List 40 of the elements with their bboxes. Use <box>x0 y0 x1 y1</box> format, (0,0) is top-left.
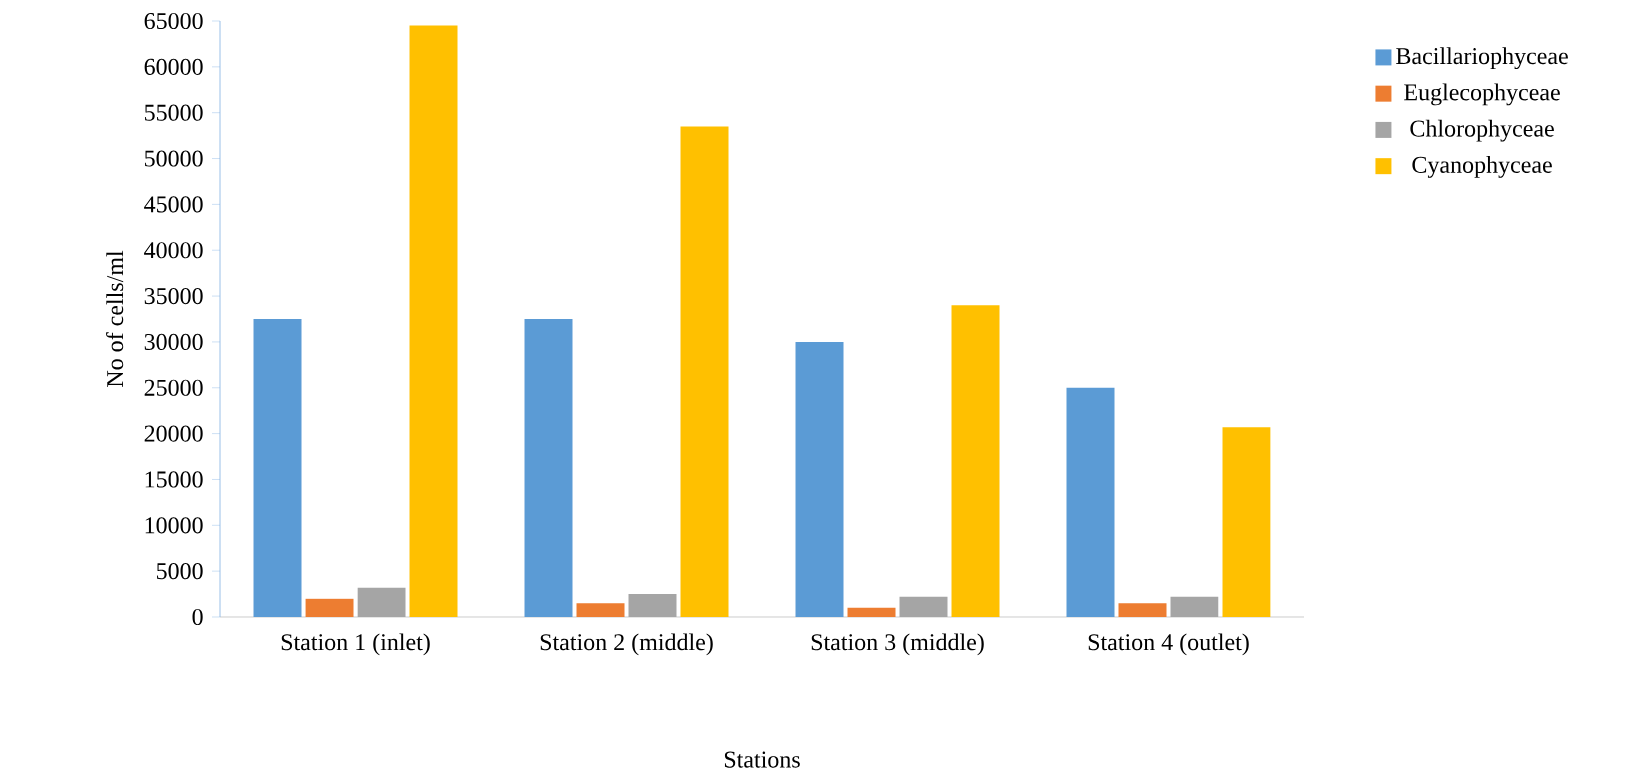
y-tick-label: 15000 <box>145 471 203 488</box>
bar <box>1066 387 1115 617</box>
bar <box>847 607 896 617</box>
y-tick-label: 0 <box>192 608 203 626</box>
y-tick-label: 35000 <box>144 287 203 305</box>
y-tick-label: 50000 <box>144 150 203 167</box>
bar <box>795 341 844 617</box>
y-tick-label: 30000 <box>144 333 203 350</box>
bar <box>305 598 354 617</box>
x-tick-label: Station 2 (middle) <box>540 633 713 656</box>
bar <box>576 603 625 617</box>
x-tick-label: Station 3 (middle) <box>811 633 984 656</box>
y-tick-label: 10000 <box>145 517 203 534</box>
bar <box>1170 596 1219 617</box>
bar <box>951 305 1000 617</box>
bar <box>680 126 729 617</box>
bar <box>409 25 458 617</box>
legend-label: Euglecophyceae <box>1404 83 1560 106</box>
y-tick-label: 5000 <box>156 563 203 580</box>
bar <box>899 596 948 617</box>
y-tick-label: 20000 <box>144 425 203 442</box>
y-tick-label: 55000 <box>144 104 203 121</box>
legend-label: Bacillariophyceae <box>1396 47 1568 70</box>
y-tick-label: 65000 <box>144 12 203 30</box>
y-tick-label: 40000 <box>144 242 203 259</box>
bar <box>524 319 573 617</box>
bar <box>253 319 302 617</box>
x-axis-title: Stations <box>724 751 800 768</box>
legend-label: Chlorophyceae <box>1410 119 1554 142</box>
bar <box>357 587 406 617</box>
y-tick-label: 60000 <box>144 58 203 75</box>
x-tick-label: Station 4 (outlet) <box>1088 633 1249 656</box>
y-tick-label: 45000 <box>144 196 203 213</box>
x-tick-label: Station 1 (inlet) <box>281 633 430 656</box>
bar <box>628 594 677 617</box>
legend-label: Cyanophyceae <box>1412 156 1552 178</box>
y-tick-label: 25000 <box>144 379 203 396</box>
y-axis-title: No of cells/ml <box>106 250 124 387</box>
bar <box>1222 427 1271 617</box>
bar <box>1118 603 1167 617</box>
